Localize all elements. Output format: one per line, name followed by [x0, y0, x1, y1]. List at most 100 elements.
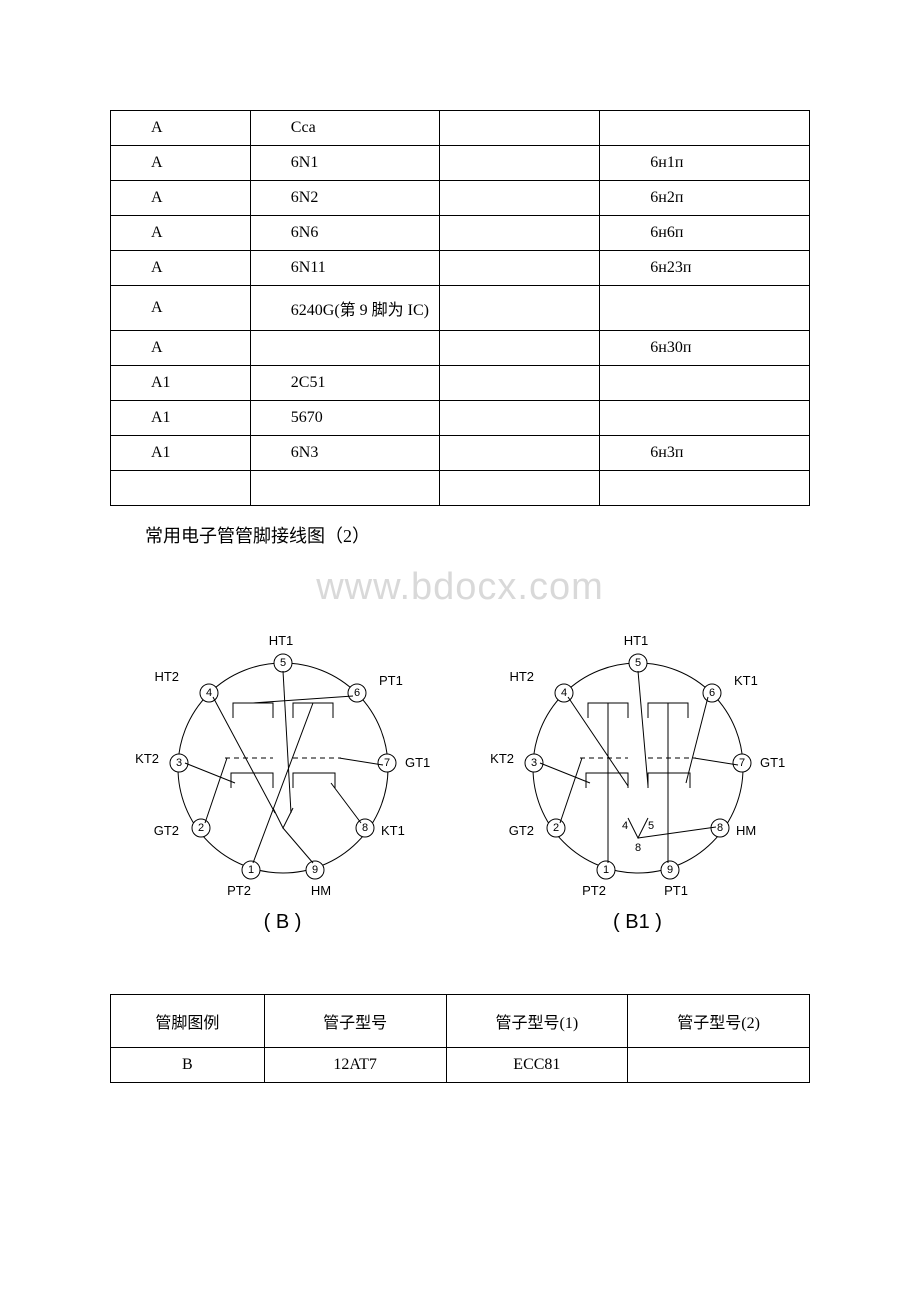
- svg-text:8: 8: [634, 842, 640, 854]
- table-cell: A: [111, 251, 251, 286]
- svg-text:KT1: KT1: [734, 673, 758, 688]
- svg-text:HT1: HT1: [268, 633, 293, 648]
- table-row: A6N2 6н2п: [111, 181, 810, 216]
- table-cell: [439, 216, 600, 251]
- svg-text:4: 4: [205, 687, 211, 699]
- svg-text:7: 7: [738, 757, 744, 769]
- table-cell: [439, 436, 600, 471]
- pinout-diagrams: 5 4 6 3 7 2: [110, 623, 810, 934]
- table-cell: A1: [111, 401, 251, 436]
- svg-text:HT2: HT2: [509, 669, 534, 684]
- diagram-b-caption: ( B ): [264, 911, 302, 934]
- section-title: 常用电子管管脚接线图（2）: [145, 522, 810, 548]
- svg-text:1: 1: [602, 864, 608, 876]
- svg-text:1: 1: [247, 864, 253, 876]
- svg-text:HM: HM: [736, 823, 756, 838]
- table-cell: A: [111, 146, 251, 181]
- svg-text:9: 9: [311, 864, 317, 876]
- table-row: B12AT7ECC81: [111, 1048, 810, 1083]
- table-cell: 6N1: [250, 146, 439, 181]
- table-row: [111, 471, 810, 506]
- table-cell: [439, 146, 600, 181]
- col-model: 管子型号: [264, 995, 446, 1048]
- table-cell: [600, 366, 810, 401]
- table-cell: 5670: [250, 401, 439, 436]
- svg-text:HM: HM: [310, 883, 330, 898]
- table-cell: 6н1п: [600, 146, 810, 181]
- svg-text:PT2: PT2: [227, 883, 251, 898]
- pinout-diagram-b1: 5 4 6 3 7 2 8 1 9: [478, 623, 798, 934]
- table-cell: 6N2: [250, 181, 439, 216]
- svg-text:2: 2: [197, 822, 203, 834]
- table-cell: A: [111, 181, 251, 216]
- table-row: A6240G(第 9 脚为 IC): [111, 286, 810, 331]
- table-cell: 6н23п: [600, 251, 810, 286]
- svg-text:KT2: KT2: [135, 751, 159, 766]
- table-row: A6N11 6н23п: [111, 251, 810, 286]
- table-cell: [439, 251, 600, 286]
- svg-text:4: 4: [560, 687, 566, 699]
- svg-text:4: 4: [621, 820, 627, 832]
- table-cell: 2C51: [250, 366, 439, 401]
- table-cell: 6н30п: [600, 331, 810, 366]
- table-row: ACca: [111, 111, 810, 146]
- table-cell: [439, 401, 600, 436]
- table-header-row: 管脚图例 管子型号 管子型号(1) 管子型号(2): [111, 995, 810, 1048]
- table-cell: ECC81: [446, 1048, 628, 1083]
- table-cell: A: [111, 216, 251, 251]
- svg-text:8: 8: [361, 822, 367, 834]
- table-row: A16N3 6н3п: [111, 436, 810, 471]
- col-model-2: 管子型号(2): [628, 995, 810, 1048]
- table-row: A15670: [111, 401, 810, 436]
- svg-text:KT2: KT2: [490, 751, 514, 766]
- svg-text:PT1: PT1: [664, 883, 688, 898]
- tube-table-bottom: 管脚图例 管子型号 管子型号(1) 管子型号(2) B12AT7ECC81: [110, 994, 810, 1083]
- svg-text:9: 9: [666, 864, 672, 876]
- table-cell: [250, 471, 439, 506]
- pinout-diagram-b: 5 4 6 3 7 2: [123, 623, 443, 934]
- table-cell: 6N11: [250, 251, 439, 286]
- svg-text:7: 7: [383, 757, 389, 769]
- svg-text:6: 6: [708, 687, 714, 699]
- table-row: A 6н30п: [111, 331, 810, 366]
- table-cell: 6240G(第 9 脚为 IC): [250, 286, 439, 331]
- svg-text:5: 5: [279, 657, 285, 669]
- table-cell: 6н2п: [600, 181, 810, 216]
- table-cell: [439, 331, 600, 366]
- col-pin-diagram: 管脚图例: [111, 995, 265, 1048]
- svg-text:2: 2: [552, 822, 558, 834]
- table-row: A6N6 6н6п: [111, 216, 810, 251]
- col-model-1: 管子型号(1): [446, 995, 628, 1048]
- svg-text:HT1: HT1: [623, 633, 648, 648]
- table-cell: [439, 286, 600, 331]
- table-cell: 12AT7: [264, 1048, 446, 1083]
- table-cell: A: [111, 331, 251, 366]
- table-cell: B: [111, 1048, 265, 1083]
- svg-text:GT1: GT1: [405, 755, 430, 770]
- table-cell: [600, 286, 810, 331]
- svg-text:PT2: PT2: [582, 883, 606, 898]
- table-cell: [600, 111, 810, 146]
- table-cell: 6N6: [250, 216, 439, 251]
- svg-text:GT2: GT2: [153, 823, 178, 838]
- table-cell: [439, 366, 600, 401]
- table-row: A6N1 6н1п: [111, 146, 810, 181]
- table-cell: 6N3: [250, 436, 439, 471]
- svg-text:GT2: GT2: [508, 823, 533, 838]
- table-cell: [111, 471, 251, 506]
- table-cell: [628, 1048, 810, 1083]
- table-cell: 6н3п: [600, 436, 810, 471]
- svg-text:3: 3: [530, 757, 536, 769]
- table-cell: A1: [111, 436, 251, 471]
- table-cell: Cca: [250, 111, 439, 146]
- table-cell: 6н6п: [600, 216, 810, 251]
- table-cell: [600, 401, 810, 436]
- diagram-b1-caption: ( B1 ): [613, 911, 662, 934]
- table-cell: [439, 181, 600, 216]
- table-cell: [439, 111, 600, 146]
- table-cell: A: [111, 286, 251, 331]
- svg-text:HT2: HT2: [154, 669, 179, 684]
- table-cell: [600, 471, 810, 506]
- tube-table-top: ACcaA6N16н1пA6N26н2пA6N66н6пA6N116н23пA6…: [110, 110, 810, 506]
- svg-text:GT1: GT1: [760, 755, 785, 770]
